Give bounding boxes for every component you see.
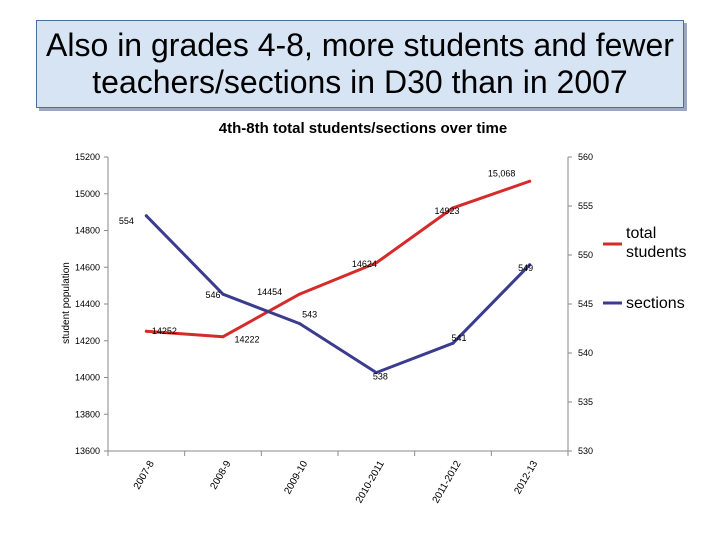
y2-tick-label: 540	[578, 348, 593, 358]
data-point	[451, 341, 455, 345]
legend-label-line: total	[626, 225, 656, 242]
chart-title: 4th-8th total students/sections over tim…	[219, 120, 507, 137]
x-tick-label: 2010-2011	[354, 459, 387, 506]
y-tick-label: 13800	[75, 409, 100, 419]
data-point	[221, 335, 225, 339]
data-label: 14222	[234, 335, 259, 345]
data-point	[528, 179, 532, 183]
y2-tick-label: 560	[578, 152, 593, 162]
slide-title: Also in grades 4-8, more students and fe…	[46, 27, 674, 100]
data-point	[451, 206, 455, 210]
data-label: 546	[205, 290, 220, 300]
x-tick-label: 2008-9	[209, 459, 234, 492]
data-label: 541	[451, 333, 466, 343]
data-label: 14624	[352, 259, 377, 269]
legend-label-line: students	[626, 244, 686, 261]
data-label: 14454	[257, 287, 282, 297]
x-tick-label: 2011-2012	[431, 459, 464, 506]
data-point	[528, 263, 532, 267]
y2-tick-label: 545	[578, 299, 593, 309]
x-tick-label: 2007-8	[132, 459, 157, 492]
chart-legend: total students sections	[603, 225, 686, 312]
x-tick-label: 2012-13	[512, 459, 540, 497]
y-tick-label: 14800	[75, 226, 100, 236]
data-label: 15,068	[488, 168, 516, 178]
data-point	[221, 292, 225, 296]
data-point	[144, 214, 148, 218]
data-label: 549	[518, 263, 533, 273]
chart-series	[144, 179, 532, 375]
chart-data-labels: 14252 14222 14454 14624 14923 15,068 554 546 543…	[119, 168, 533, 381]
y-axis-label: student population	[61, 262, 72, 344]
y-tick-label: 14200	[75, 336, 100, 346]
data-point	[298, 322, 302, 326]
data-point	[374, 371, 378, 375]
y-tick-label: 15000	[75, 189, 100, 199]
y2-tick-label: 555	[578, 201, 593, 211]
x-tick-label: 2009-10	[282, 459, 310, 497]
series-line	[144, 214, 532, 375]
data-point	[144, 329, 148, 333]
y-tick-label: 15200	[75, 152, 100, 162]
y-tick-label: 13600	[75, 446, 100, 456]
series-line	[144, 179, 532, 339]
y-tick-label: 14400	[75, 299, 100, 309]
legend-label: total students	[626, 225, 686, 261]
data-point	[298, 292, 302, 296]
data-label: 538	[373, 372, 388, 382]
y-tick-label: 14600	[75, 262, 100, 272]
data-label: 14923	[434, 206, 459, 216]
slide-title-box: Also in grades 4-8, more students and fe…	[36, 20, 684, 108]
data-point	[374, 261, 378, 265]
data-label: 543	[302, 310, 317, 320]
data-label: 554	[119, 216, 134, 226]
y-tick-label: 14000	[75, 373, 100, 383]
y2-tick-label: 530	[578, 446, 593, 456]
y2-tick-label: 550	[578, 250, 593, 260]
legend-label: sections	[626, 295, 685, 312]
data-label: 14252	[152, 326, 177, 336]
y2-tick-label: 535	[578, 397, 593, 407]
